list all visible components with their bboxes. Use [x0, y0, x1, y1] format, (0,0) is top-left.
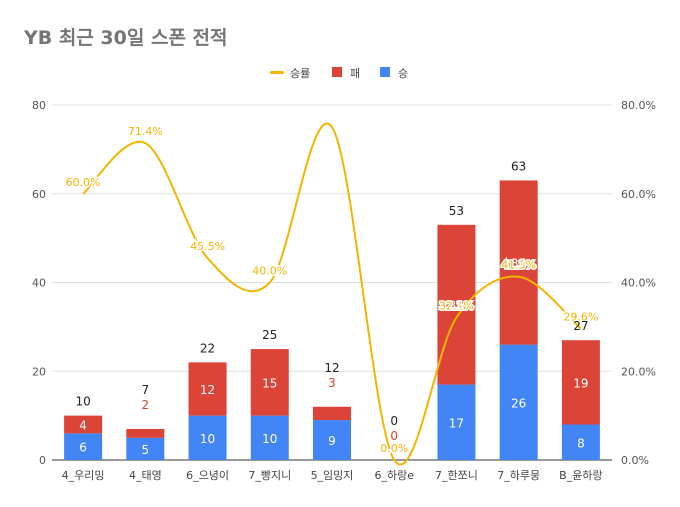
category-label: 4_우리밍 [62, 469, 105, 482]
category-label: 5_임밍지 [311, 469, 354, 482]
loss-value-label: 15 [262, 376, 277, 390]
category-labels: 4_우리밍 4_태영 6_으녕이 7_빵지니 5_임밍지 6_하랑e 7_한쪼니 7_하루뭉 B… [62, 468, 603, 482]
loss-value-label: 19 [573, 376, 588, 390]
bar-loss [499, 180, 538, 345]
loss-value-label: 0 [390, 429, 398, 443]
bar-win [188, 415, 227, 460]
left-tick-label: 60 [32, 188, 46, 201]
bars [64, 180, 600, 460]
bar-loss [313, 406, 351, 421]
win-rate-label: 29.6% [563, 311, 598, 324]
win-rate-label: 41.3% [501, 259, 536, 272]
legend-swatch-2 [380, 67, 390, 77]
left-tick-label: 0 [39, 454, 46, 467]
total-value-label: 12 [324, 361, 339, 375]
bar-win [126, 437, 165, 460]
right-tick-label: 60.0% [621, 188, 656, 201]
right-tick-label: 80.0% [621, 99, 656, 112]
legend-label-0: 승률 [290, 67, 310, 80]
win-rate-label: 40.0% [252, 265, 287, 278]
bar-win [561, 424, 600, 460]
bar-win [313, 420, 351, 460]
total-value-label: 25 [262, 328, 277, 342]
category-label: B_윤하랑 [559, 468, 602, 482]
loss-value-label: 36 [449, 299, 464, 313]
legend: 승률 패 승 [270, 67, 408, 80]
category-label: 7_하루뭉 [497, 468, 540, 482]
bar-loss [250, 349, 289, 416]
legend-label-1: 패 [350, 67, 360, 80]
bar-win [64, 433, 103, 460]
category-label: 7_한쪼니 [435, 469, 478, 482]
bar-loss [64, 415, 103, 434]
win-value-label: 10 [200, 432, 215, 446]
bar-win [250, 415, 289, 460]
bar-loss [188, 362, 227, 416]
win-rate-label: 45.5% [190, 240, 225, 253]
category-label: 4_태영 [129, 469, 162, 482]
win-rate-path [82, 122, 582, 466]
loss-value-label: 3 [328, 376, 336, 390]
total-value-label: 10 [75, 395, 90, 409]
win-rate-label: 71.4% [128, 125, 163, 138]
total-value-label: 0 [390, 414, 398, 428]
win-rate-label: 60.0% [66, 176, 101, 189]
bar-win [437, 384, 476, 460]
bar-loss [437, 224, 476, 385]
win-rate-label: 32.1% [439, 300, 474, 313]
win-value-label: 5 [142, 443, 150, 457]
legend-swatch-1 [332, 67, 342, 77]
win-value-label: 6 [79, 441, 87, 455]
total-value-label: 53 [449, 204, 464, 218]
loss-value-label: 37 [511, 257, 526, 271]
right-tick-label: 40.0% [621, 277, 656, 290]
win-value-label: 26 [511, 396, 526, 410]
category-label: 6_으녕이 [186, 469, 229, 482]
win-value-label: 17 [449, 416, 464, 430]
loss-value-label: 4 [79, 419, 87, 433]
total-value-label: 7 [142, 383, 150, 397]
category-label: 7_빵지니 [248, 469, 291, 482]
total-value-label: 22 [200, 341, 215, 355]
right-tick-label: 20.0% [621, 365, 656, 378]
chart-title: YB 최근 30일 스폰 전적 [23, 27, 228, 49]
left-tick-label: 80 [32, 99, 46, 112]
legend-swatch-0 [270, 71, 284, 74]
win-value-label: 10 [262, 432, 277, 446]
bar-win [499, 344, 538, 460]
category-label: 6_하랑e [374, 468, 414, 482]
win-value-label: 9 [328, 434, 336, 448]
left-tick-label: 40 [32, 277, 46, 290]
left-tick-label: 20 [32, 365, 46, 378]
win-value-label: 8 [577, 436, 585, 450]
right-axis: 0.0% 20.0% 40.0% 60.0% 80.0% [621, 99, 656, 467]
left-axis: 0 20 40 60 80 [32, 99, 46, 467]
total-value-label: 63 [511, 159, 526, 173]
right-tick-label: 0.0% [621, 454, 649, 467]
loss-value-label: 12 [200, 383, 215, 397]
total-value-label: 27 [573, 319, 588, 333]
bar-loss [126, 428, 165, 438]
win-rate-line: 60.0% 71.4% 45.5% 40.0% 0.0% 32.1% 41.3% 29.6% [64, 122, 600, 466]
bar-loss [561, 340, 600, 425]
win-rate-label: 0.0% [380, 442, 408, 455]
legend-label-2: 승 [398, 67, 408, 80]
loss-value-label: 2 [142, 398, 150, 412]
